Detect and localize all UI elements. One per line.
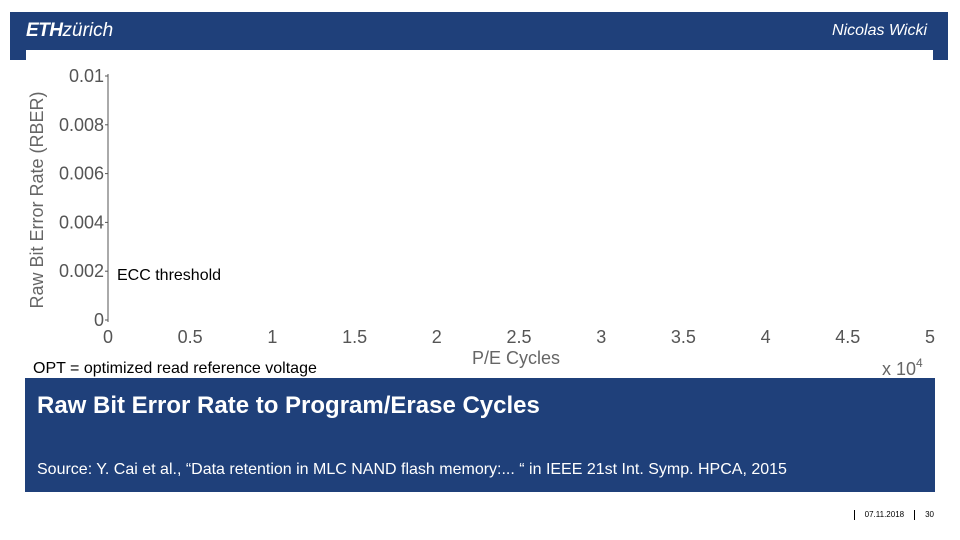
opt-footnote: OPT = optimized read reference voltage: [33, 360, 317, 377]
ecc-threshold-label: ECC threshold: [117, 267, 221, 284]
x-tick-label: 3.5: [671, 327, 696, 347]
x-tick-label: 2.5: [506, 327, 531, 347]
y-tick-label: 0.002: [59, 261, 104, 281]
x-multiplier-label: x 104: [882, 356, 923, 379]
x-tick-label: 0: [103, 327, 113, 347]
x-multiplier-exponent: 4: [916, 356, 923, 370]
x-tick-label: 5: [925, 327, 935, 347]
rber-chart: 0 0.002 0.004 0.006 0.008 0.01 0 0.5 1 1.5 2 2.5 3 3…: [27, 66, 935, 379]
x-tick-label: 1.5: [342, 327, 367, 347]
x-tick-label: 4: [761, 327, 771, 347]
y-tick-group: 0 0.002 0.004 0.006 0.008 0.01: [59, 66, 108, 330]
x-tick-label: 4.5: [835, 327, 860, 347]
y-tick-label: 0.004: [59, 212, 104, 232]
header-bar: [10, 12, 948, 50]
page-number: 30: [925, 510, 934, 519]
x-tick-label: 2: [432, 327, 442, 347]
y-tick-label: 0: [94, 310, 104, 330]
y-axis-title: Raw Bit Error Rate (RBER): [27, 91, 47, 308]
y-tick-label: 0.01: [69, 66, 104, 86]
x-axis-title: P/E Cycles: [472, 348, 560, 368]
footer-separator: [853, 509, 855, 520]
presenter-name: Nicolas Wicki: [832, 22, 927, 39]
source-citation: Source: Y. Cai et al., “Data retention i…: [37, 461, 787, 478]
x-tick-label: 1: [267, 327, 277, 347]
x-tick-label: 0.5: [178, 327, 203, 347]
y-tick-label: 0.008: [59, 115, 104, 135]
footer-separator: [914, 509, 916, 520]
slide-title: Raw Bit Error Rate to Program/Erase Cycl…: [37, 392, 540, 419]
logo-secondary-text: zürich: [62, 20, 114, 41]
header-accent-left: [10, 50, 26, 60]
y-tick-label: 0.006: [59, 164, 104, 184]
x-tick-group: 0 0.5 1 1.5 2 2.5 3 3.5 4 4.5 5: [103, 327, 935, 347]
footer: 07.11.2018 30: [844, 509, 934, 521]
logo-primary-text: ETH: [26, 20, 63, 41]
eth-logo: ETHzürich: [26, 19, 113, 43]
footer-date: 07.11.2018: [864, 510, 905, 519]
caption-band: [25, 378, 935, 492]
header-accent-right: [933, 50, 948, 60]
x-multiplier-base: x 10: [882, 359, 916, 379]
x-tick-label: 3: [596, 327, 606, 347]
